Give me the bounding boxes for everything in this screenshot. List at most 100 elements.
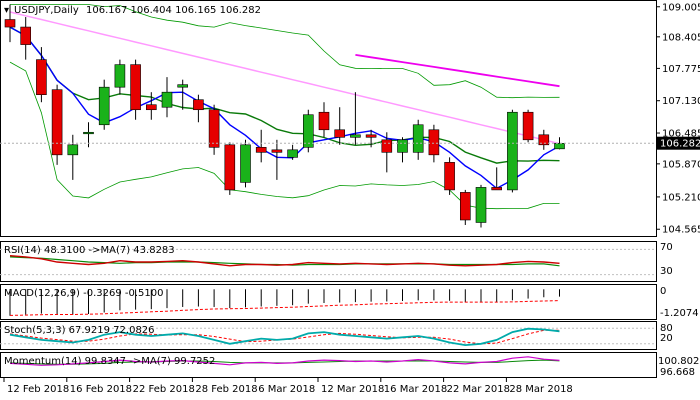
candle-body-bear: [20, 26, 32, 45]
momentum-level-low: 96.668: [660, 367, 695, 378]
candle[interactable]: [287, 144, 298, 160]
candle-body-bear: [130, 64, 141, 111]
rsi-label: RSI(14) 48.3100 ->MA(7) 43.8283: [4, 245, 175, 256]
candle[interactable]: [161, 77, 173, 118]
candle[interactable]: [114, 59, 126, 95]
candle[interactable]: [475, 184, 487, 228]
stochastic-label: Stoch(5,3,3) 67.9219 72.0826: [4, 325, 155, 336]
candle-body-bear: [146, 104, 157, 111]
stochastic-lines: [0, 327, 656, 347]
candle[interactable]: [208, 104, 220, 155]
candles[interactable]: [4, 4, 565, 228]
momentum-label: Momentum(14) 99.8347 ->MA(7) 99.7252: [4, 356, 215, 367]
candle[interactable]: [444, 157, 455, 195]
ma-fast-line: [9, 26, 560, 190]
momentum-lines: [9, 356, 560, 366]
ohlc-values: 106.167 106.404 106.165 106.282: [86, 5, 261, 16]
rsi-lines: [0, 248, 656, 276]
price-tick-label: 108.405: [662, 32, 700, 43]
bb-lower-line: [9, 61, 560, 210]
candle-body-bear: [193, 99, 204, 111]
macd-panel[interactable]: MACD(12,26,9) -0.3269 -0.5100 0 -1.2074: [0, 284, 699, 320]
candle[interactable]: [381, 132, 393, 173]
candle-body-bear: [428, 129, 440, 156]
candle[interactable]: [491, 167, 503, 191]
symbol-timeframe: USDJPY,Daily: [14, 5, 79, 16]
candle[interactable]: [397, 137, 408, 163]
date-tick-label: 12 Feb 2018: [7, 384, 69, 395]
candle[interactable]: [554, 137, 565, 150]
macd-signal-line: [9, 300, 560, 316]
price-tick-label: 107.775: [662, 64, 700, 75]
candle[interactable]: [20, 17, 32, 60]
momentum-line: [9, 356, 560, 366]
candle[interactable]: [224, 142, 236, 195]
momentum-panel-frame: [0, 352, 657, 378]
candle-body-bull: [98, 86, 110, 126]
candle-body-bull: [114, 64, 126, 88]
date-tick-label: 28 Feb 2018: [195, 384, 257, 395]
candle[interactable]: [507, 109, 518, 193]
candle[interactable]: [193, 94, 204, 123]
price-tick-label: 105.210: [662, 192, 700, 203]
candle[interactable]: [334, 107, 346, 145]
candle-body-bear: [444, 162, 455, 191]
stochastic-panel-frame: [0, 321, 657, 350]
rsi-panel[interactable]: RSI(14) 48.3100 ->MA(7) 43.8283 70 30: [0, 241, 673, 282]
ma-slow-line: [355, 54, 560, 88]
candle-body-bull: [161, 91, 173, 108]
date-tick-label: 12 Mar 2018: [321, 384, 384, 395]
candle[interactable]: [538, 129, 550, 150]
candle[interactable]: [302, 109, 314, 153]
candle[interactable]: [350, 92, 361, 145]
candle[interactable]: [318, 102, 330, 138]
stochastic-panel[interactable]: Stoch(5,3,3) 67.9219 72.0826 80 20: [0, 321, 673, 350]
candle-body-bear: [271, 149, 283, 153]
momentum-panel[interactable]: Momentum(14) 99.8347 ->MA(7) 99.7252 100…: [0, 352, 700, 379]
candle-body-bear: [4, 19, 16, 28]
price-tick-label: 109.005: [662, 2, 700, 13]
candle-body-bull: [83, 131, 94, 135]
current-price-tag: 106.282: [657, 136, 700, 150]
candle[interactable]: [271, 139, 283, 180]
candle[interactable]: [412, 119, 424, 160]
candle-body-bull: [302, 114, 314, 148]
candle[interactable]: [240, 139, 251, 188]
price-tick-label: 105.870: [662, 159, 700, 170]
price-panel[interactable]: ▾ USDJPY,Daily 106.167 106.404 106.165 1…: [0, 0, 700, 237]
candle-body-bear: [51, 89, 63, 156]
macd-level-low: -1.2074: [660, 308, 699, 319]
candle-body-bear: [224, 144, 236, 191]
bollinger-bands: [9, 4, 560, 210]
candle[interactable]: [130, 59, 141, 120]
rsi-level-30: 30: [660, 266, 673, 277]
date-axis: 12 Feb 2018 16 Feb 2018 22 Feb 2018 28 Feb …: [3, 378, 573, 395]
candle-body-bear: [491, 187, 503, 191]
rsi-line: [9, 255, 560, 267]
candle-body-bear: [381, 139, 393, 153]
candle-body-bear: [365, 134, 377, 138]
stoch-level-80: 80: [660, 323, 673, 334]
candle[interactable]: [51, 84, 63, 165]
candle[interactable]: [36, 47, 47, 103]
candle-body-bear: [538, 134, 550, 146]
chart-title: ▾ USDJPY,Daily 106.167 106.404 106.165 1…: [4, 5, 261, 16]
candle[interactable]: [177, 79, 188, 110]
candle[interactable]: [146, 92, 157, 120]
candle[interactable]: [522, 109, 534, 143]
candle[interactable]: [459, 189, 471, 225]
date-tick-label: 28 Mar 2018: [509, 384, 572, 395]
candle-body-bull: [397, 139, 408, 153]
candle[interactable]: [98, 79, 110, 130]
candle[interactable]: [255, 129, 267, 163]
candle[interactable]: [4, 4, 16, 43]
candle-body-bull: [412, 124, 424, 153]
date-tick-label: 6 Mar 2018: [258, 384, 315, 395]
candle-body-bear: [318, 111, 330, 131]
price-tick-label: 106.485: [662, 129, 700, 140]
date-tick-label: 16 Mar 2018: [384, 384, 447, 395]
svg-text:106.282: 106.282: [660, 139, 700, 150]
candle[interactable]: [365, 129, 377, 148]
candle[interactable]: [67, 134, 79, 180]
